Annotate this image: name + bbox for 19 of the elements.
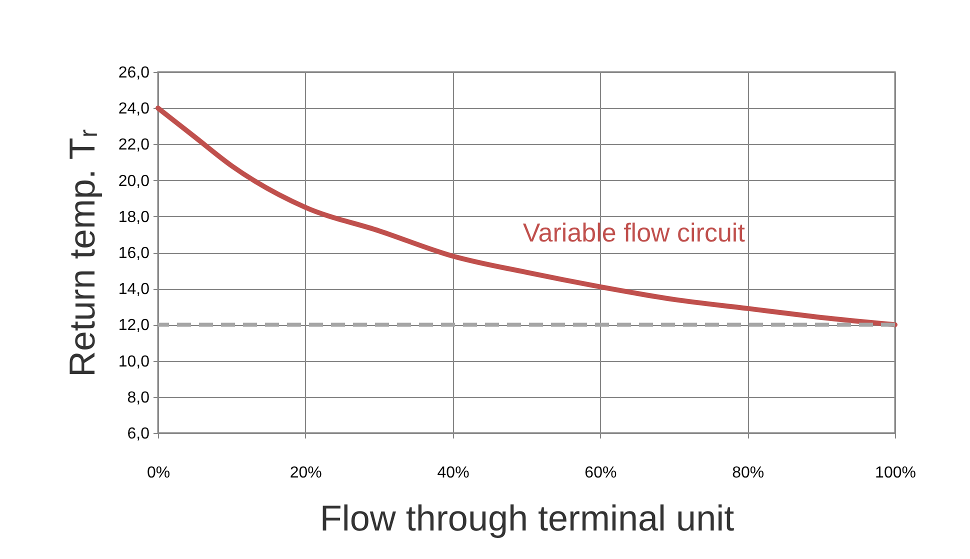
y-tick-label: 26,0	[118, 64, 150, 82]
y-tick-label: 20,0	[118, 172, 150, 190]
y-tick-label: 6,0	[127, 426, 150, 442]
y-tick-label: 8,0	[127, 389, 150, 406]
y-tick-label: 12,0	[118, 317, 150, 334]
x-tick-label: 80%	[732, 464, 764, 482]
y-tick-label: 24,0	[118, 100, 150, 118]
x-tick-label: 0%	[146, 464, 170, 482]
y-axis-title: Return temp. Tᵣ	[61, 128, 102, 378]
y-tick-label: 22,0	[118, 136, 150, 154]
y-tick-label: 16,0	[118, 245, 150, 262]
y-tick-label: 18,0	[118, 208, 150, 226]
x-tick-label: 20%	[290, 464, 322, 482]
x-tick-label: 60%	[584, 464, 617, 482]
y-tick-label: 14,0	[118, 281, 150, 298]
x-tick-label: 100%	[875, 464, 916, 482]
y-tick-label: 10,0	[118, 353, 150, 370]
x-axis-title: Flow through terminal unit	[320, 498, 734, 538]
x-tick-label: 40%	[437, 464, 470, 482]
